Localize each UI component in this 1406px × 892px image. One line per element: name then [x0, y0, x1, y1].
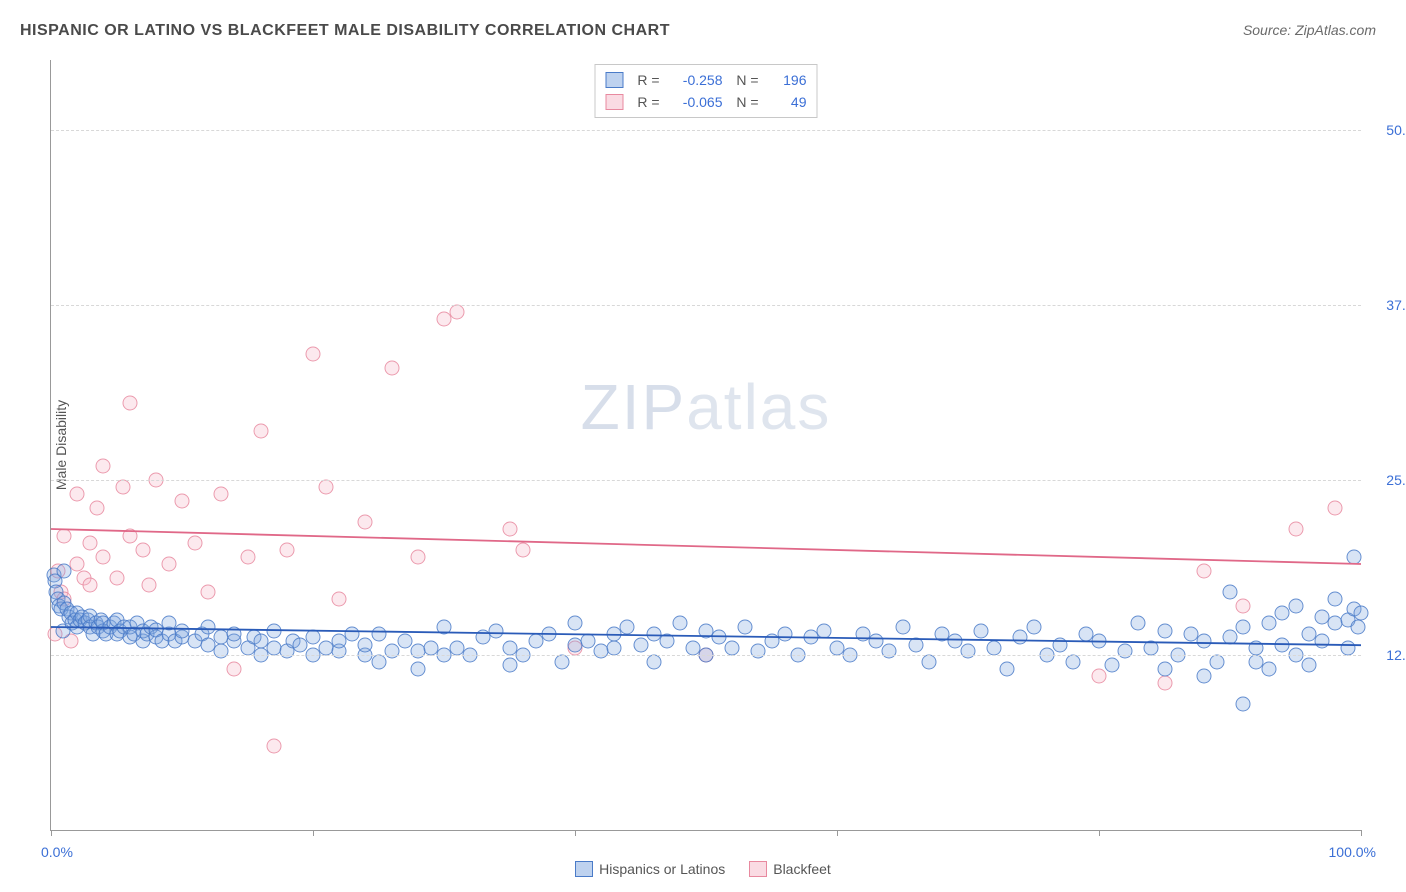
n-label: N =	[731, 72, 759, 88]
r-value: -0.258	[668, 72, 723, 88]
legend-swatch-icon	[749, 861, 767, 877]
y-tick-label: 37.5%	[1366, 297, 1406, 313]
legend-swatch-icon	[575, 861, 593, 877]
legend-swatch-icon	[606, 94, 624, 110]
x-tick	[51, 830, 52, 836]
stat-legend-row-blackfeet: R = -0.065 N = 49	[606, 91, 807, 113]
x-tick	[1361, 830, 1362, 836]
legend-label: Blackfeet	[773, 861, 831, 877]
bottom-legend: Hispanics or Latinos Blackfeet	[0, 861, 1406, 880]
source-label: Source: ZipAtlas.com	[1243, 22, 1376, 38]
x-tick	[837, 830, 838, 836]
y-tick-label: 12.5%	[1366, 647, 1406, 663]
gridline	[51, 305, 1361, 306]
plot-area: Male Disability ZIPatlas R =-0.258N =196…	[50, 60, 1361, 831]
bottom-legend-item: Hispanics or Latinos	[575, 861, 725, 877]
x-tick	[1099, 830, 1100, 836]
stat-legend: R = -0.258 N = 196 R = -0.065 N = 49	[595, 64, 818, 118]
x-tick	[575, 830, 576, 836]
x-axis-label-right: 100.0%	[1329, 844, 1376, 860]
chart-title: HISPANIC OR LATINO VS BLACKFEET MALE DIS…	[20, 22, 670, 40]
gridline	[51, 480, 1361, 481]
y-tick-label: 50.0%	[1366, 122, 1406, 138]
bottom-legend-item: Blackfeet	[749, 861, 831, 877]
legend-swatch-icon	[606, 72, 624, 88]
x-tick	[313, 830, 314, 836]
trend-line-hispanics	[51, 627, 1361, 645]
trend-lines-svg	[51, 60, 1361, 830]
trend-line-blackfeet	[51, 529, 1361, 564]
x-axis-label-left: 0.0%	[41, 844, 73, 860]
r-label: R =	[632, 72, 660, 88]
gridline	[51, 655, 1361, 656]
r-value: -0.065	[668, 94, 723, 110]
n-label: N =	[731, 94, 759, 110]
stat-legend-row-hispanics: R = -0.258 N = 196	[606, 69, 807, 91]
n-value: 49	[767, 94, 807, 110]
r-label: R =	[632, 94, 660, 110]
gridline	[51, 130, 1361, 131]
y-tick-label: 25.0%	[1366, 472, 1406, 488]
n-value: 196	[767, 72, 807, 88]
legend-label: Hispanics or Latinos	[599, 861, 725, 877]
